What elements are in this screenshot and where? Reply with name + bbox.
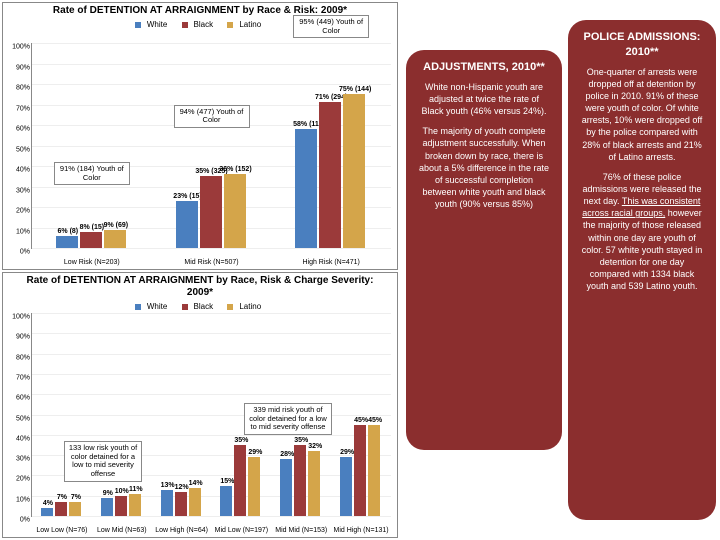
chart2-title: Rate of DETENTION AT ARRAIGNMENT by Race…	[3, 273, 397, 301]
legend-white: White	[147, 20, 167, 29]
legend-black: Black	[194, 302, 214, 311]
panel-adjustments: ADJUSTMENTS, 2010** White non-Hispanic y…	[406, 50, 562, 450]
chart1-plot: 0%10%20%30%40%50%60%70%80%90%100%Low Ris…	[31, 43, 391, 249]
legend-latino: Latino	[239, 20, 261, 29]
panel1-p1: White non-Hispanic youth are adjusted at…	[418, 81, 550, 117]
legend-white: White	[147, 302, 167, 311]
panel2-p1: One-quarter of arrests were dropped off …	[580, 66, 704, 163]
panel2-heading: POLICE ADMISSIONS: 2010**	[580, 30, 704, 60]
panel1-heading: ADJUSTMENTS, 2010**	[418, 60, 550, 75]
chart-detention-by-race-risk: Rate of DETENTION AT ARRAIGNMENT by Race…	[2, 2, 398, 270]
charts-column: Rate of DETENTION AT ARRAIGNMENT by Race…	[0, 0, 400, 540]
panel-police-admissions: POLICE ADMISSIONS: 2010** One-quarter of…	[568, 20, 716, 520]
panel2-p2: 76% of these police admissions were rele…	[580, 171, 704, 292]
chart-detention-by-race-risk-severity: Rate of DETENTION AT ARRAIGNMENT by Race…	[2, 272, 398, 538]
legend-black: Black	[194, 20, 214, 29]
chart2-legend: White Black Latino	[3, 301, 397, 312]
panel1-p2: The majority of youth complete adjustmen…	[418, 125, 550, 210]
legend-latino: Latino	[239, 302, 261, 311]
chart2-plot: 0%10%20%30%40%50%60%70%80%90%100%Low Low…	[31, 313, 391, 517]
